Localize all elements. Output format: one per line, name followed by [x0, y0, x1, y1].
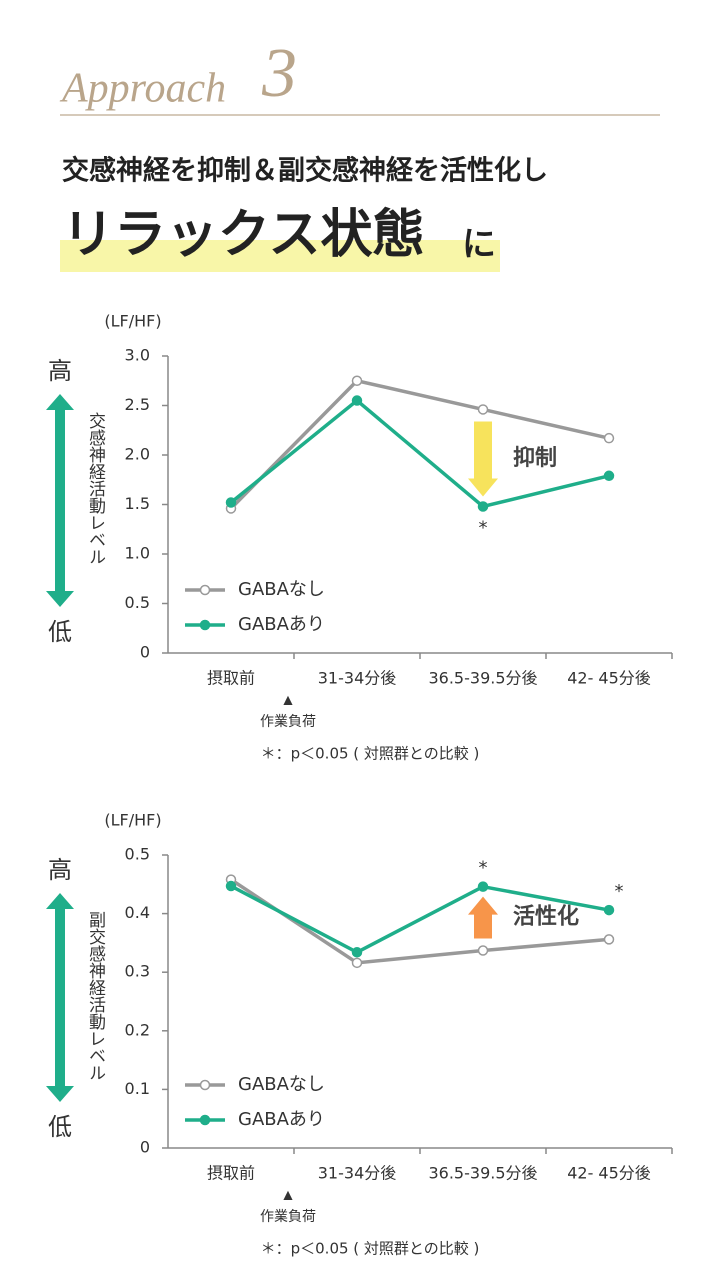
- significance-label: *: [615, 881, 624, 902]
- legend-marker: [199, 619, 211, 631]
- x-tick-label: 36.5-39.5分後: [428, 669, 537, 688]
- side-label: 交感神経活動レベル: [85, 412, 106, 565]
- y-axis-title: (LF/HF): [104, 312, 161, 331]
- high-label: 高: [48, 357, 72, 385]
- approach-label: Approach: [59, 66, 226, 112]
- highlight: [60, 240, 500, 272]
- y-tick-label: 3.0: [125, 346, 150, 365]
- y-tick-label: 1.5: [125, 494, 150, 513]
- legend-marker: [199, 584, 211, 596]
- y-axis-title: (LF/HF): [104, 811, 161, 830]
- high-label: 高: [48, 856, 72, 884]
- legend-marker: [199, 1114, 211, 1126]
- annotation-label: 抑制: [513, 446, 557, 471]
- legend-label: GABAあり: [238, 1109, 325, 1130]
- annotation-arrow: [468, 421, 498, 497]
- point: [603, 432, 615, 444]
- significance-label: *: [479, 517, 488, 538]
- note: ＊：p＜0.05 ( 対照群との比較 ): [261, 745, 480, 763]
- level-arrow: [46, 893, 74, 1102]
- y-tick-label: 0.1: [125, 1079, 150, 1098]
- series-line: [229, 398, 610, 509]
- load-marker: ▲: [283, 1188, 293, 1202]
- load-label: 作業負荷: [260, 714, 316, 730]
- low-label: 低: [48, 1113, 72, 1141]
- legend-label: GABAなし: [238, 1074, 325, 1095]
- y-tick-label: 2.5: [125, 395, 150, 414]
- level-arrow: [46, 394, 74, 607]
- point: [225, 497, 237, 508]
- point: [225, 880, 237, 892]
- y-tick-label: 0: [140, 1138, 150, 1157]
- x-tick-label: 31-34分後: [318, 669, 397, 688]
- y-tick-label: 0.2: [125, 1020, 150, 1039]
- headline-suffix: に: [462, 225, 496, 265]
- point: [603, 904, 615, 916]
- legend-marker: [199, 1079, 211, 1091]
- x-tick-label: 摂取前: [207, 669, 255, 688]
- point: [351, 957, 363, 969]
- x-tick-label: 31-34分後: [318, 1164, 397, 1183]
- y-tick-label: 0.5: [125, 845, 150, 864]
- annotation-arrow: [468, 896, 498, 939]
- point: [477, 881, 489, 892]
- headline: 交感神経を抑制＆副交感神経を活性化し: [62, 155, 548, 187]
- side-label: 副交感神経活動レベル: [85, 911, 106, 1081]
- x-tick-label: 42- 45分後: [567, 669, 651, 688]
- point: [603, 470, 615, 482]
- x-tick-label: 36.5-39.5分後: [428, 1164, 537, 1183]
- point: [603, 934, 615, 945]
- y-tick-label: 0: [140, 643, 150, 662]
- point: [477, 404, 489, 415]
- annotation-label: 活性化: [513, 904, 579, 930]
- y-tick-label: 0.3: [125, 962, 150, 981]
- headline-main: リラックス状態: [62, 205, 424, 265]
- x-tick-label: 摂取前: [207, 1164, 255, 1183]
- legend-label: GABAあり: [238, 614, 325, 635]
- note: ＊：p＜0.05 ( 対照群との比較 ): [261, 1240, 480, 1258]
- point: [351, 947, 363, 958]
- point: [351, 375, 363, 386]
- y-tick-label: 2.0: [125, 445, 150, 464]
- x-tick-label: 42- 45分後: [567, 1164, 651, 1183]
- y-tick-label: 0.5: [125, 593, 150, 612]
- point: [477, 945, 489, 956]
- low-label: 低: [48, 618, 72, 646]
- load-label: 作業負荷: [260, 1209, 316, 1225]
- significance-label: *: [479, 858, 488, 879]
- series-line: [230, 884, 610, 955]
- series-line: [230, 878, 610, 965]
- y-tick-label: 0.4: [125, 903, 150, 922]
- legend-label: GABAなし: [238, 579, 325, 600]
- approach-number: 3: [261, 35, 297, 112]
- load-marker: ▲: [283, 693, 293, 707]
- y-tick-label: 1.0: [125, 544, 150, 563]
- point: [351, 395, 363, 406]
- series-line: [229, 378, 610, 510]
- point: [477, 501, 489, 512]
